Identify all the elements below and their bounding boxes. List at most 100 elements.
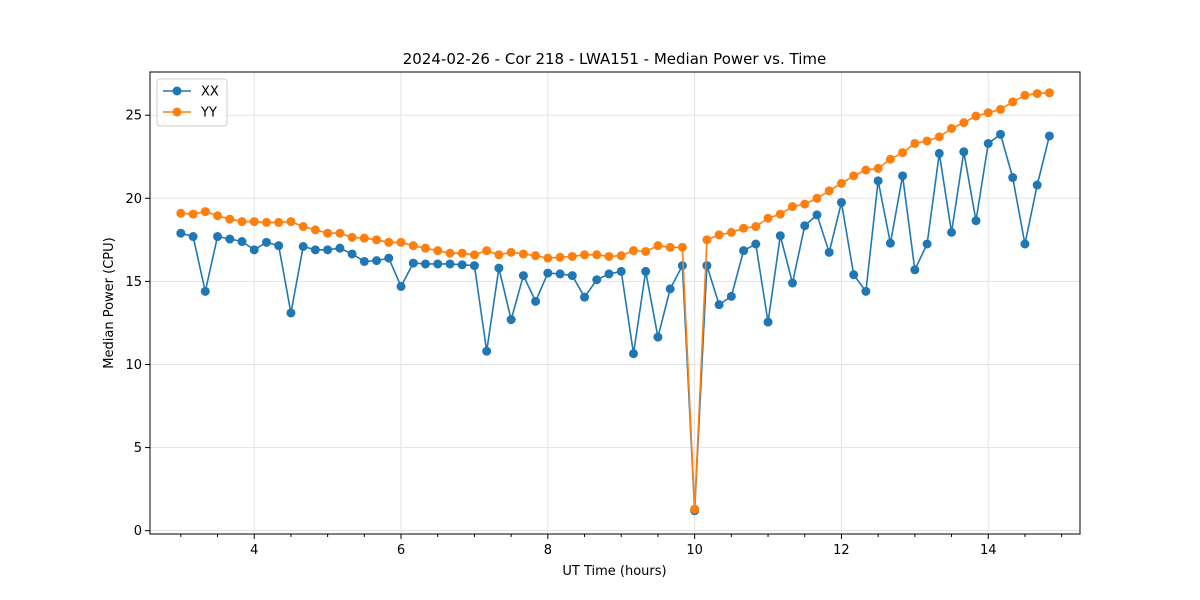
data-point-yy xyxy=(445,248,455,258)
legend: XX YY xyxy=(156,78,228,127)
data-point-yy xyxy=(188,209,198,219)
data-point-yy xyxy=(543,253,553,263)
data-point-xx xyxy=(959,147,969,157)
data-point-xx xyxy=(653,332,663,342)
x-tick-label: 10 xyxy=(686,543,703,558)
series-layer xyxy=(176,88,1054,516)
data-point-xx xyxy=(861,286,871,296)
y-axis-label: Median Power (CPU) xyxy=(102,237,117,368)
data-point-yy xyxy=(494,250,504,260)
data-point-yy xyxy=(812,193,822,203)
data-point-yy xyxy=(702,235,712,245)
data-point-xx xyxy=(543,268,553,278)
data-point-yy xyxy=(1032,89,1042,99)
y-tick-label: 20 xyxy=(125,192,142,207)
data-point-xx xyxy=(604,269,614,279)
data-point-yy xyxy=(898,148,908,158)
data-point-yy xyxy=(836,178,846,188)
data-point-xx xyxy=(1020,239,1030,249)
data-point-yy xyxy=(677,242,687,252)
data-point-xx xyxy=(372,256,382,266)
data-point-xx xyxy=(714,300,724,310)
data-point-yy xyxy=(261,217,271,227)
legend-marker-xx xyxy=(172,86,182,96)
data-point-yy xyxy=(531,251,541,261)
data-point-xx xyxy=(849,270,859,280)
data-point-xx xyxy=(213,232,223,242)
data-point-xx xyxy=(787,278,797,288)
data-point-yy xyxy=(910,138,920,148)
data-point-yy xyxy=(873,163,883,173)
data-point-yy xyxy=(347,232,357,242)
data-point-xx xyxy=(286,308,296,318)
data-point-yy xyxy=(1008,97,1018,107)
data-point-yy xyxy=(971,111,981,121)
data-point-yy xyxy=(420,243,430,253)
legend-label-xx: XX xyxy=(201,85,219,100)
data-point-xx xyxy=(702,261,712,271)
data-point-xx xyxy=(433,259,443,269)
data-point-xx xyxy=(408,258,418,268)
data-point-yy xyxy=(555,252,565,262)
data-point-xx xyxy=(420,259,430,269)
data-point-yy xyxy=(237,217,247,227)
data-point-yy xyxy=(396,237,406,247)
data-point-yy xyxy=(274,217,284,227)
data-point-yy xyxy=(518,249,528,259)
data-point-xx xyxy=(396,281,406,291)
data-point-xx xyxy=(763,317,773,327)
chart-title: 2024-02-26 - Cor 218 - LWA151 - Median P… xyxy=(403,50,827,68)
data-point-xx xyxy=(531,296,541,306)
data-point-xx xyxy=(261,237,271,247)
data-point-yy xyxy=(298,222,308,232)
data-point-yy xyxy=(775,209,785,219)
data-point-xx xyxy=(910,265,920,275)
data-point-yy xyxy=(934,132,944,142)
data-point-xx xyxy=(898,171,908,181)
data-point-xx xyxy=(983,138,993,148)
x-tick-label: 14 xyxy=(980,543,997,558)
x-axis: 4 6 8 10 12 14 xyxy=(180,534,1063,558)
data-point-yy xyxy=(824,186,834,196)
data-point-xx xyxy=(298,241,308,251)
y-tick-label: 10 xyxy=(125,358,142,373)
data-point-yy xyxy=(604,251,614,261)
data-point-xx xyxy=(457,260,467,270)
data-point-yy xyxy=(996,104,1006,114)
data-point-yy xyxy=(200,207,210,217)
data-point-yy xyxy=(249,217,259,227)
data-point-xx xyxy=(751,239,761,249)
data-point-xx xyxy=(1044,131,1054,141)
data-point-yy xyxy=(469,250,479,260)
data-point-yy xyxy=(616,251,626,261)
y-tick-label: 25 xyxy=(125,109,142,124)
data-point-xx xyxy=(739,246,749,256)
data-point-xx xyxy=(335,243,345,253)
data-point-xx xyxy=(628,349,638,359)
data-point-yy xyxy=(787,202,797,212)
data-point-xx xyxy=(873,176,883,186)
data-point-xx xyxy=(616,266,626,276)
data-point-xx xyxy=(274,241,284,251)
data-point-yy xyxy=(763,213,773,223)
data-point-yy xyxy=(922,136,932,146)
data-point-yy xyxy=(408,241,418,251)
data-point-yy xyxy=(310,225,320,235)
data-point-xx xyxy=(506,315,516,325)
data-point-xx xyxy=(934,148,944,158)
data-point-xx xyxy=(200,286,210,296)
y-tick-label: 0 xyxy=(134,524,142,539)
data-point-xx xyxy=(812,210,822,220)
data-point-yy xyxy=(176,208,186,218)
data-point-yy xyxy=(714,230,724,240)
data-point-xx xyxy=(665,284,675,294)
data-point-xx xyxy=(176,228,186,238)
data-point-yy xyxy=(800,199,810,209)
data-point-yy xyxy=(506,247,516,257)
data-point-yy xyxy=(225,214,235,224)
data-point-xx xyxy=(359,256,369,266)
data-point-xx xyxy=(775,231,785,241)
data-point-yy xyxy=(653,241,663,251)
data-point-yy xyxy=(359,233,369,243)
